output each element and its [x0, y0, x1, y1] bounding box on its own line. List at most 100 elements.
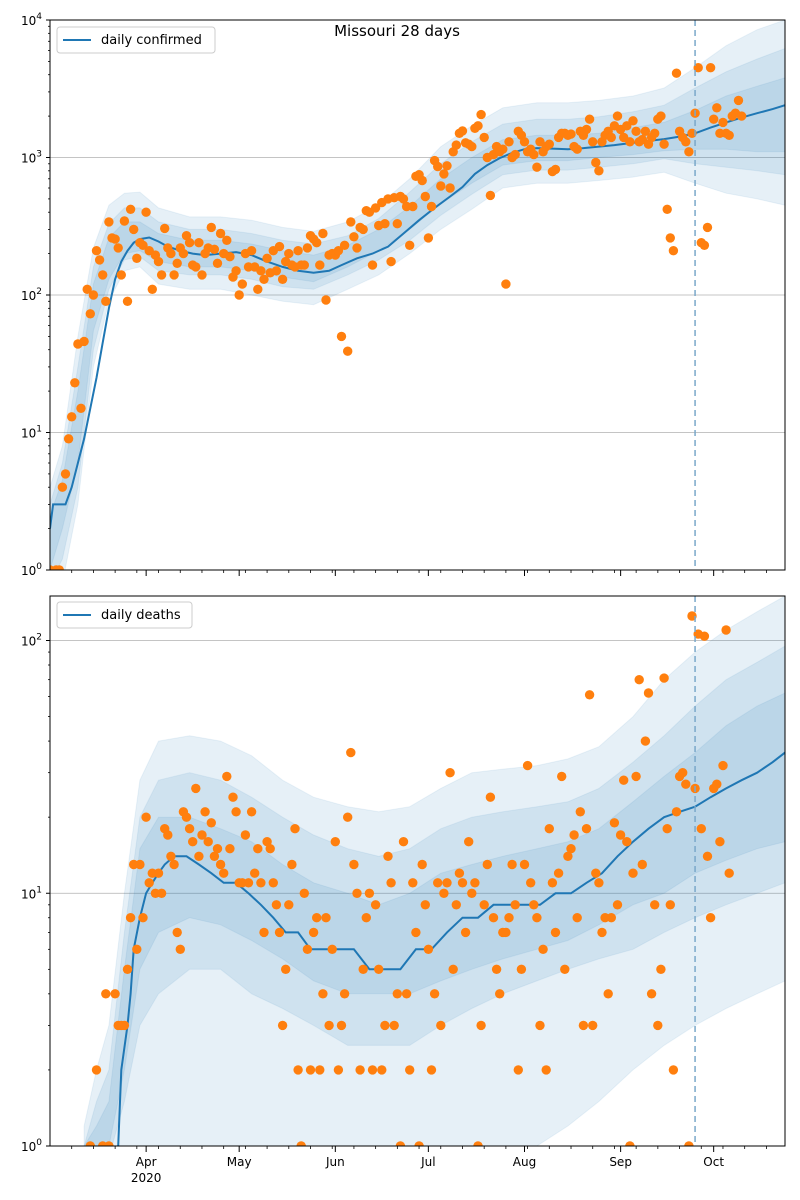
deaths-x-axis: Apr 2020 May Jun Jul Aug Sep Oct [71, 1146, 767, 1185]
deaths-data-point [628, 868, 638, 878]
deaths-data-point [451, 900, 461, 910]
deaths-data-point [612, 900, 623, 910]
confirmed-data-point [91, 246, 102, 256]
deaths-data-point [470, 878, 480, 888]
deaths-data-point [529, 900, 539, 910]
deaths-data-point [383, 851, 393, 861]
confirmed-x-axis [71, 570, 767, 576]
confirmed-data-point [147, 284, 157, 294]
confirmed-data-point [184, 238, 195, 248]
deaths-data-point [197, 830, 207, 840]
deaths-band [83, 645, 785, 1146]
confirmed-data-point [612, 111, 623, 121]
deaths-data-point [408, 878, 418, 888]
deaths-data-point [609, 818, 620, 828]
deaths-data-point [284, 900, 294, 910]
deaths-data-point [522, 760, 533, 771]
confirmed-data-point [138, 240, 148, 250]
deaths-data-point [588, 1020, 598, 1031]
deaths-data-point [429, 989, 440, 999]
deaths-data-point [243, 878, 254, 888]
confirmed-data-point [206, 222, 216, 233]
deaths-data-point [563, 851, 573, 861]
deaths-data-point [662, 824, 672, 834]
confirmed-data-point [705, 62, 716, 73]
deaths-data-point [659, 673, 669, 683]
deaths-data-point [482, 859, 492, 870]
confirmed-data-point [339, 240, 350, 250]
confirmed-data-point [70, 378, 80, 388]
deaths-data-point [172, 927, 182, 938]
confirmed-data-point [594, 166, 604, 176]
deaths-data-point [501, 927, 511, 938]
deaths-data-point [395, 1141, 406, 1146]
deaths-data-point [119, 1020, 130, 1031]
deaths-data-point [169, 859, 179, 870]
deaths-data-point [333, 1065, 344, 1075]
deaths-data-point [281, 964, 291, 974]
confirmed-data-point [709, 114, 719, 124]
confirmed-data-point [476, 109, 486, 120]
deaths-data-point [715, 837, 725, 847]
deaths-data-point [622, 837, 632, 847]
confirmed-data-point [262, 253, 272, 263]
deaths-data-point [445, 768, 455, 778]
deaths-data-point [566, 844, 576, 854]
deaths-data-point [594, 878, 604, 888]
deaths-data-point [436, 1020, 446, 1031]
confirmed-data-point [284, 248, 294, 259]
deaths-data-point [476, 1020, 486, 1031]
confirmed-data-point [631, 126, 641, 136]
deaths-data-point [597, 927, 607, 938]
deaths-data-point [352, 888, 362, 898]
confirmed-data-point [271, 266, 282, 276]
deaths-data-point [426, 1065, 437, 1075]
deaths-data-point [277, 1020, 288, 1031]
deaths-data-point [702, 851, 713, 861]
deaths-data-point [364, 888, 375, 898]
deaths-data-point [163, 830, 173, 840]
deaths-data-point [721, 625, 731, 635]
deaths-data-point [194, 851, 204, 861]
deaths-data-point [349, 859, 359, 870]
deaths-y-axis: 100 101 102 [21, 633, 50, 1154]
deaths-data-point [591, 868, 601, 878]
deaths-data-point [433, 878, 443, 888]
deaths-data-point [457, 878, 468, 888]
confirmed-data-point [191, 262, 201, 272]
confirmed-data-point [712, 103, 722, 113]
deaths-data-point [643, 688, 654, 698]
confirmed-panel: 100 101 102 103 104 Missouri 28 days daily c… [21, 12, 786, 578]
confirmed-y-tick-label: 101 [21, 425, 42, 441]
deaths-data-point [380, 1020, 390, 1031]
deaths-data-point [268, 878, 278, 888]
deaths-data-point [203, 837, 213, 847]
confirmed-data-point [724, 130, 734, 140]
confirmed-data-point [606, 132, 616, 143]
confirmed-data-point [82, 284, 92, 294]
confirmed-data-point [544, 139, 554, 149]
confirmed-data-point [433, 161, 443, 172]
confirmed-data-point [467, 141, 477, 152]
deaths-data-point [290, 824, 300, 834]
deaths-data-point [491, 964, 502, 974]
confirmed-data-point [194, 238, 204, 248]
deaths-data-point [699, 631, 710, 641]
confirmed-data-point [628, 116, 638, 126]
deaths-data-point [299, 888, 309, 898]
deaths-data-point [668, 1065, 679, 1075]
deaths-data-point [330, 837, 340, 847]
deaths-data-point [519, 859, 530, 870]
deaths-model-line [117, 751, 785, 1146]
confirmed-data-point [79, 336, 89, 347]
confirmed-data-point [662, 204, 672, 214]
deaths-data-point [346, 747, 356, 758]
confirmed-data-point [519, 137, 530, 147]
confirmed-data-point [321, 295, 331, 305]
deaths-data-point [615, 830, 626, 840]
confirmed-data-point [699, 240, 710, 250]
x-tick-label: Oct [703, 1155, 724, 1169]
confirmed-data-point [215, 228, 226, 239]
confirmed-data-point [129, 224, 139, 235]
